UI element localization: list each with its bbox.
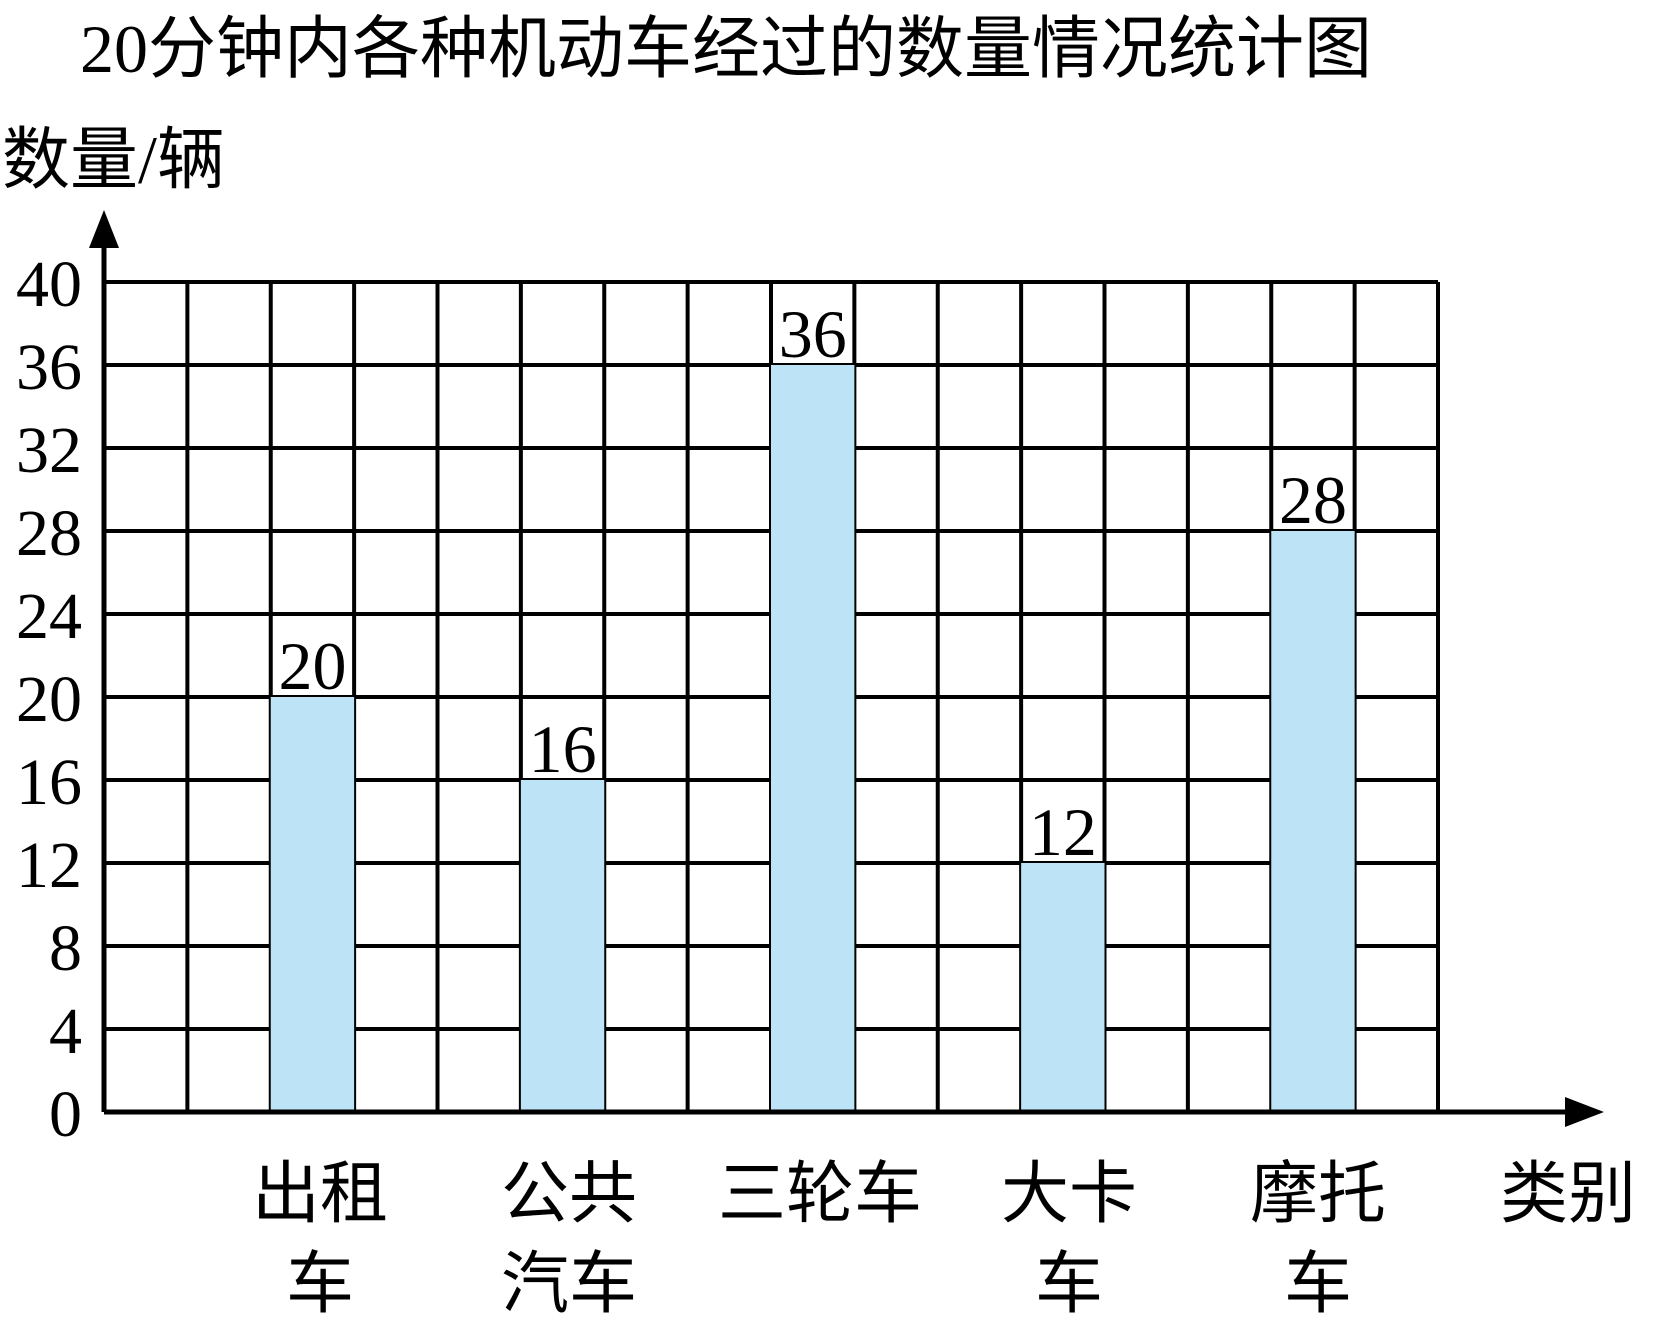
y-tick-label: 4 xyxy=(49,995,82,1068)
x-tick-label: 公共汽车 xyxy=(501,1156,637,1322)
x-tick-label-line: 大卡 xyxy=(1001,1156,1137,1232)
bar-value-label: 12 xyxy=(1029,794,1097,870)
x-tick-label-line: 出租 xyxy=(252,1156,388,1232)
bar-value-label: 16 xyxy=(529,711,597,787)
x-tick-label-line: 车 xyxy=(1284,1246,1352,1322)
bar xyxy=(270,697,355,1112)
y-tick-labels: 0 4 8 12 16 20 24 28 32 36 40 xyxy=(16,248,82,1151)
x-tick-label-line: 公共 xyxy=(501,1156,637,1232)
y-tick-label: 16 xyxy=(16,746,82,819)
bar-value-label: 28 xyxy=(1279,462,1347,538)
x-tick-label-line: 汽车 xyxy=(501,1246,637,1322)
x-tick-label: 摩托车 xyxy=(1250,1156,1386,1322)
x-tick-label: 出租车 xyxy=(252,1156,388,1322)
y-tick-label: 0 xyxy=(49,1078,82,1151)
x-axis-label: 类别 xyxy=(1500,1156,1636,1232)
y-tick-label: 24 xyxy=(16,580,82,653)
bar xyxy=(1021,863,1105,1112)
data-labels: 20 16 36 12 28 xyxy=(278,296,1347,870)
y-tick-label: 12 xyxy=(16,829,82,902)
x-tick-label-line: 车 xyxy=(1035,1246,1103,1322)
chart-title: 20分钟内各种机动车经过的数量情况统计图 xyxy=(80,11,1372,87)
x-tick-label: 大卡车 xyxy=(1001,1156,1137,1322)
x-tick-label-line: 三轮车 xyxy=(718,1156,922,1232)
y-tick-label: 36 xyxy=(16,331,82,404)
x-tick-label-line: 车 xyxy=(286,1246,354,1322)
y-axis-arrow xyxy=(89,210,119,248)
bar xyxy=(771,365,855,1112)
bars xyxy=(270,365,1355,1112)
x-axis-arrow xyxy=(1565,1097,1604,1127)
x-tick-label: 三轮车 xyxy=(718,1156,922,1232)
axes xyxy=(89,210,1604,1127)
y-tick-label: 28 xyxy=(16,497,82,570)
x-tick-label-line: 摩托 xyxy=(1250,1156,1386,1232)
y-tick-label: 40 xyxy=(16,248,82,321)
y-tick-label: 20 xyxy=(16,663,82,736)
bar xyxy=(1271,531,1355,1112)
bar xyxy=(520,780,605,1112)
bar-value-label: 20 xyxy=(278,628,346,704)
y-tick-label: 32 xyxy=(16,414,82,487)
bar-value-label: 36 xyxy=(779,296,847,372)
y-tick-label: 8 xyxy=(49,912,82,985)
y-axis-label: 数量/辆 xyxy=(2,122,225,198)
